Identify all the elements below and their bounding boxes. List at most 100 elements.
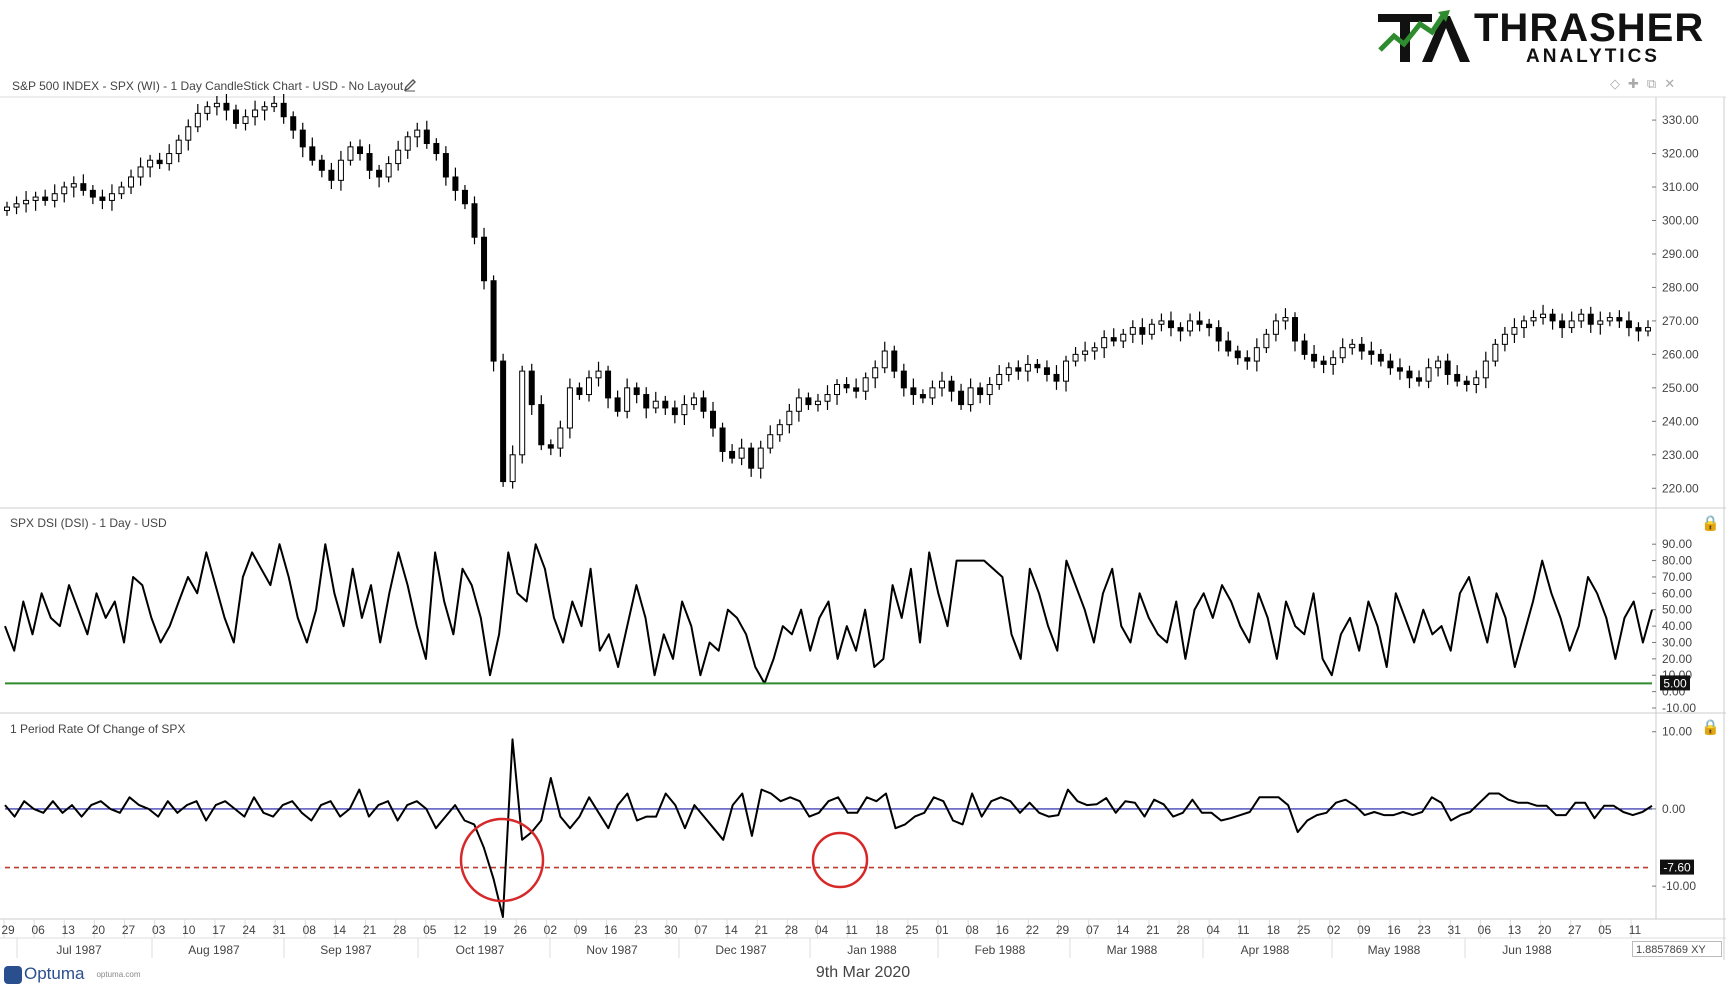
candle-body [805, 397, 812, 406]
candle-body [843, 384, 850, 389]
price-ytick-label: 240.00 [1662, 414, 1699, 428]
day-tick-label: 31 [1448, 923, 1462, 937]
candle-body [1454, 373, 1461, 382]
candle-body [108, 193, 115, 201]
candle-body [1482, 360, 1489, 379]
day-tick-label: 09 [1357, 923, 1371, 937]
candle-body [719, 427, 726, 452]
candle-body [929, 387, 936, 399]
dsi-ytick-label: 60.00 [1662, 586, 1692, 600]
day-tick-label: 12 [453, 923, 467, 937]
candle-body [1234, 350, 1241, 359]
price-ytick-label: 290.00 [1662, 247, 1699, 261]
candle-body [900, 370, 907, 389]
price-ytick-label: 220.00 [1662, 481, 1699, 495]
day-tick-label: 18 [1267, 923, 1281, 937]
day-tick-label: 10 [182, 923, 196, 937]
candle-body [1492, 343, 1499, 362]
day-tick-label: 11 [845, 923, 858, 937]
optuma-wordmark: Optuma [24, 964, 85, 983]
day-tick-label: 23 [634, 923, 648, 937]
candle-body [118, 186, 125, 195]
day-tick-label: 20 [92, 923, 106, 937]
candle-body [786, 410, 793, 426]
diamond-icon[interactable]: ◇ [1610, 76, 1628, 91]
candle-body [1396, 367, 1403, 372]
candle-body [471, 203, 478, 238]
candle-body [328, 169, 335, 181]
candle-body [213, 102, 220, 108]
xy-scale-readout[interactable]: 1.8857869 XY [1632, 941, 1722, 957]
day-tick-label: 04 [1207, 923, 1221, 937]
candle-body [938, 380, 945, 389]
restore-icon[interactable]: ⧉ [1646, 76, 1665, 91]
candle-body [204, 106, 211, 114]
day-tick-label: 13 [1508, 923, 1522, 937]
day-tick-label: 16 [604, 923, 618, 937]
dsi-panel-title: SPX DSI (DSI) - 1 Day - USD [10, 516, 167, 530]
candle-body [1311, 353, 1318, 362]
close-icon[interactable]: ✕ [1664, 76, 1684, 91]
candle-body [1568, 320, 1575, 329]
optuma-logo-icon [4, 965, 22, 984]
dsi-ytick-label: 20.00 [1662, 652, 1692, 666]
chart-canvas[interactable]: 220.00230.00240.00250.00260.00270.00280.… [0, 0, 1726, 960]
candle-body [23, 199, 30, 205]
candle-body [1110, 337, 1117, 342]
candle-body [872, 367, 879, 379]
lock-icon-lower[interactable]: 🔒 [1701, 719, 1720, 736]
candle-body [1349, 343, 1356, 349]
day-tick-label: 02 [544, 923, 558, 937]
dsi-ytick-label: 90.00 [1662, 537, 1692, 551]
candle-body [1616, 317, 1623, 322]
candle-body [547, 444, 554, 449]
month-label: Feb 1988 [975, 943, 1026, 957]
candle-body [1473, 377, 1480, 386]
day-tick-label: 18 [875, 923, 889, 937]
candle-body [242, 116, 249, 124]
day-tick-label: 28 [785, 923, 799, 937]
candle-body [767, 434, 774, 449]
candle-body [4, 206, 10, 211]
candle-body [500, 360, 507, 483]
day-tick-label: 01 [935, 923, 949, 937]
day-tick-label: 02 [1327, 923, 1341, 937]
candle-body [891, 350, 898, 372]
day-tick-label: 25 [905, 923, 919, 937]
day-tick-label: 20 [1538, 923, 1552, 937]
month-label: Aug 1987 [188, 943, 240, 957]
edit-pencil-icon[interactable] [403, 78, 417, 92]
day-tick-label: 26 [514, 923, 528, 937]
day-tick-label: 27 [122, 923, 136, 937]
footer-date: 9th Mar 2020 [815, 964, 911, 981]
candle-body [414, 129, 421, 138]
candle-body [1015, 367, 1022, 372]
candle-body [986, 384, 993, 396]
pin-icon[interactable]: ✚ [1628, 76, 1647, 91]
candle-body [290, 116, 297, 131]
candle-body [958, 390, 965, 406]
candle-body [1196, 320, 1203, 325]
candle-body [1330, 357, 1337, 365]
candle-body [1358, 343, 1365, 352]
candle-body [795, 397, 802, 412]
candle-body [185, 126, 192, 141]
day-tick-label: 31 [272, 923, 286, 937]
candle-body [814, 400, 821, 406]
candle-body [1530, 317, 1537, 322]
month-label: May 1988 [1368, 943, 1421, 957]
candle-body [42, 196, 49, 201]
lock-icon[interactable]: 🔒 [1701, 515, 1720, 532]
candle-body [366, 153, 373, 171]
candle-body [80, 183, 87, 191]
jan-highlight-circle [811, 831, 869, 889]
candle-body [948, 380, 955, 392]
window-controls: ◇✚⧉✕ [1610, 76, 1683, 92]
optuma-brand: Optuma optuma.com [4, 964, 141, 986]
candle-body [442, 153, 449, 178]
day-tick-label: 29 [1, 923, 15, 937]
price-ytick-label: 320.00 [1662, 147, 1699, 161]
candle-body [194, 112, 201, 128]
candle-body [1034, 363, 1041, 369]
candle-body [156, 159, 163, 165]
